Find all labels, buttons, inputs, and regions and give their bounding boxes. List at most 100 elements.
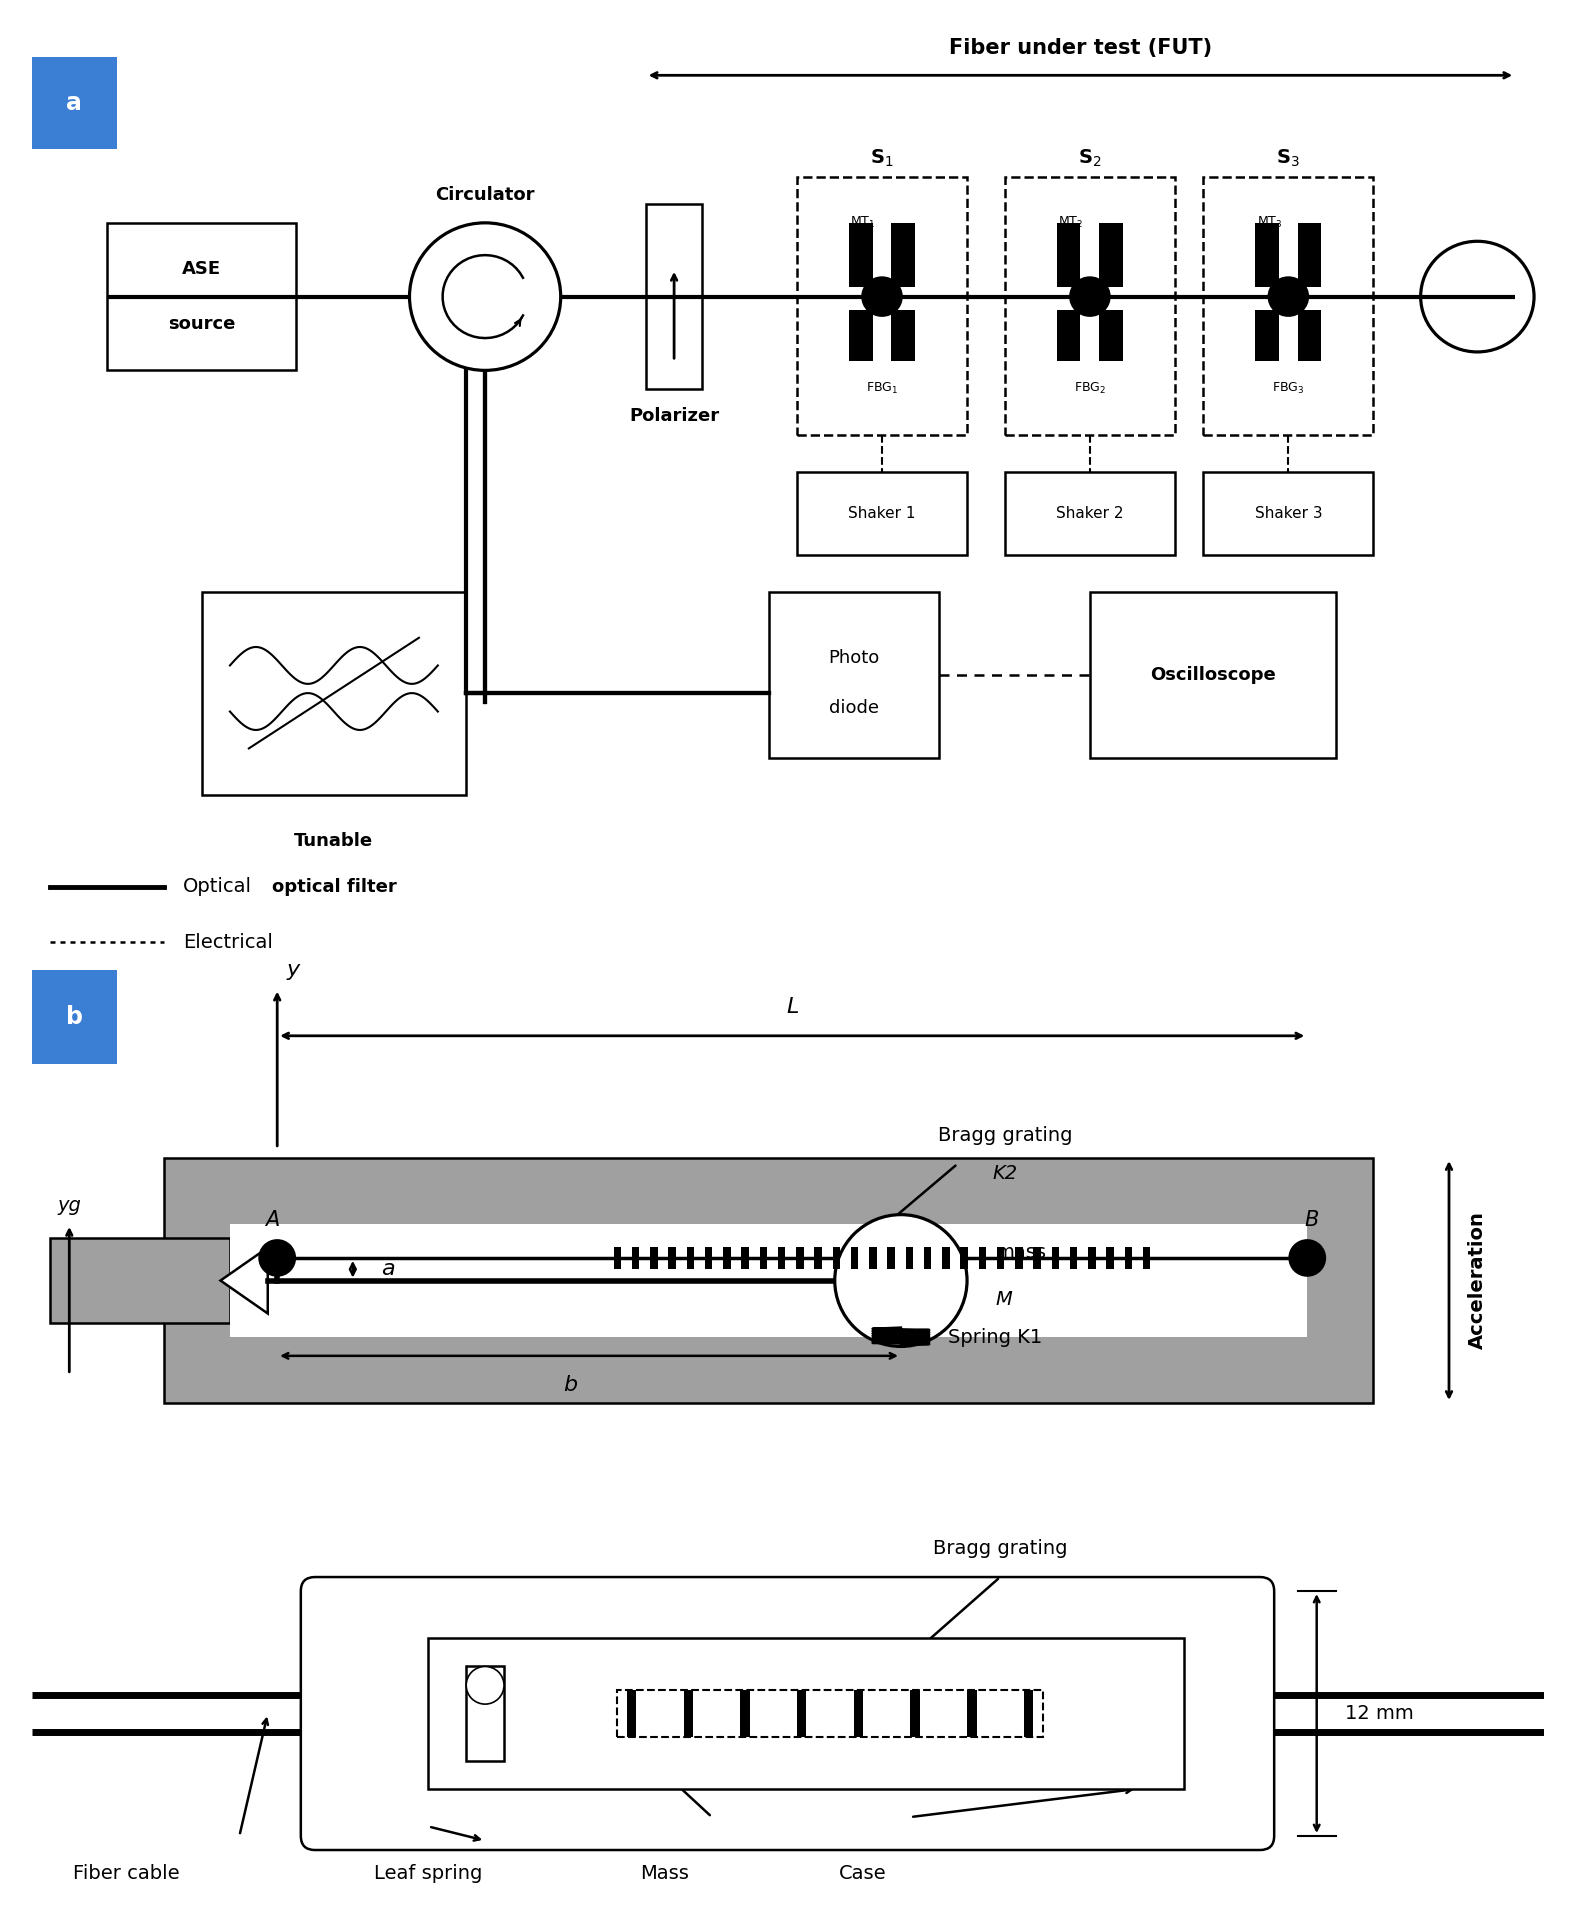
Bar [910,1690,920,1737]
Bar [687,1247,695,1270]
Text: MT$_1$: MT$_1$ [850,215,876,231]
Circle shape [1069,277,1110,317]
Text: Bragg grating: Bragg grating [937,1126,1073,1145]
Bar [1090,592,1336,757]
Text: Fiber under test (FUT): Fiber under test (FUT) [948,38,1213,58]
Bar [1298,311,1321,361]
Text: Case: Case [839,1863,887,1883]
Text: Optical: Optical [183,878,252,897]
Text: B: B [1304,1210,1320,1229]
Bar [833,1247,839,1270]
Circle shape [466,1666,504,1704]
Text: S$_1$: S$_1$ [871,148,893,169]
Text: MT$_2$: MT$_2$ [1058,215,1084,231]
Bar [891,311,915,361]
Bar [849,223,873,288]
Text: Polarizer: Polarizer [628,407,720,425]
Text: Leaf spring: Leaf spring [375,1863,482,1883]
Circle shape [258,1239,296,1277]
Text: L: L [786,997,799,1016]
Bar [769,592,939,757]
Text: K2: K2 [992,1164,1017,1183]
Text: optical filter: optical filter [271,878,397,895]
Text: Tunable: Tunable [295,832,373,849]
Circle shape [1268,277,1309,317]
Bar [32,970,117,1064]
Bar [466,1666,504,1760]
Text: S$_2$: S$_2$ [1079,148,1101,169]
Text: diode: diode [828,699,879,717]
Bar [1203,473,1373,555]
Text: A: A [265,1210,280,1229]
Text: Shaker 1: Shaker 1 [849,505,915,521]
Bar [925,1247,931,1270]
Text: Fiber cable: Fiber cable [72,1863,180,1883]
FancyBboxPatch shape [301,1577,1274,1850]
Bar [814,1247,822,1270]
Bar [1298,223,1321,288]
Bar [32,58,117,150]
Circle shape [862,277,902,317]
Bar [759,1247,767,1270]
Bar [797,177,967,434]
Bar [850,1247,858,1270]
Bar [906,1247,913,1270]
Circle shape [1288,1239,1326,1277]
Bar [723,1247,731,1270]
Text: FBG$_1$: FBG$_1$ [866,380,898,396]
Text: M: M [995,1289,1013,1308]
Bar [668,1247,676,1270]
Text: Photo: Photo [828,649,879,667]
Bar [617,1690,1043,1737]
Text: S$_3$: S$_3$ [1276,148,1301,169]
Bar [632,1247,639,1270]
Bar [50,1239,230,1324]
Text: Bragg grating: Bragg grating [932,1539,1068,1558]
Bar [107,223,296,371]
Text: Oscilloscope: Oscilloscope [1150,667,1276,684]
Bar [967,1690,976,1737]
Text: Mass: Mass [639,1863,690,1883]
Bar [1057,311,1080,361]
Bar [778,1247,786,1270]
Text: yg: yg [57,1195,82,1214]
Text: y: y [287,960,299,980]
Text: b: b [564,1375,576,1395]
Text: Circulator: Circulator [435,186,536,204]
Bar [1143,1247,1150,1270]
Text: FBG$_2$: FBG$_2$ [1074,380,1106,396]
Circle shape [410,223,561,371]
Bar [1203,177,1373,434]
Bar [627,1690,636,1737]
Bar [797,473,967,555]
Bar [1005,473,1175,555]
Bar [961,1247,969,1270]
Bar [164,1158,1373,1402]
Bar [869,1247,877,1270]
Bar [742,1247,750,1270]
Circle shape [835,1214,967,1347]
Bar [230,1224,1307,1337]
Bar [684,1690,693,1737]
Bar [978,1247,986,1270]
Bar [202,592,466,795]
Bar [887,1247,895,1270]
Bar [740,1690,750,1737]
Bar [854,1690,863,1737]
Bar [1069,1247,1077,1270]
Bar [1255,223,1279,288]
Text: 12 mm: 12 mm [1345,1704,1414,1723]
Text: MT$_3$: MT$_3$ [1257,215,1282,231]
Text: b: b [66,1005,82,1030]
Bar [849,311,873,361]
Text: Shaker 3: Shaker 3 [1255,505,1321,521]
Text: a: a [66,90,82,115]
Bar [1052,1247,1058,1270]
Text: Shaker 2: Shaker 2 [1057,505,1123,521]
Bar [795,1247,803,1270]
Bar [650,1247,658,1270]
Polygon shape [221,1247,268,1314]
Bar [1099,223,1123,288]
Bar [1014,1247,1022,1270]
Bar [1106,1247,1114,1270]
